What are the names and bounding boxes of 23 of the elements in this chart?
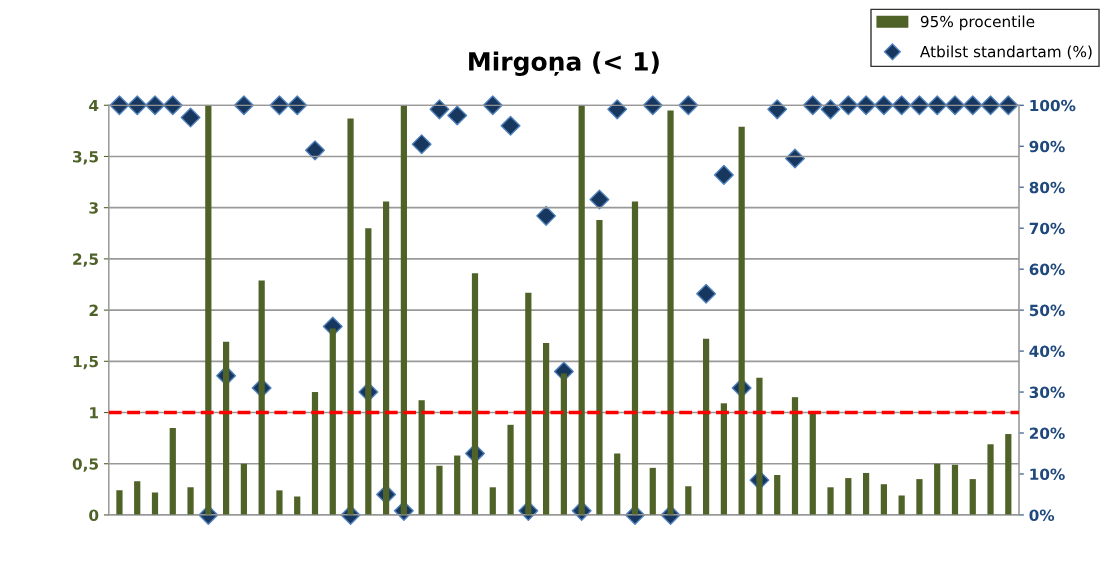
legend-label: Atbilst standartam (%) [920,45,1092,60]
y2-tick-label: 80% [1029,181,1065,194]
y2-tick-label: 10% [1030,468,1065,480]
y-tick-label: 0 [89,509,99,521]
y2-tick-label: 70% [1029,222,1065,235]
legend-label: 95% procentile [920,15,1035,31]
y-tick-label: 4 [89,99,99,112]
y2-tick-label: 90% [1029,140,1065,153]
y-tick-label: 3 [89,202,98,214]
y2-tick-label: 60% [1029,263,1065,276]
y-tick-label: 3,5 [73,150,98,165]
y-tick-label: 2,5 [73,253,98,267]
y-tick-label: 2 [89,304,98,316]
y2-tick-label: 100% [1030,99,1076,112]
y-tick-label: 0,5 [72,458,98,472]
y2-tick-label: 0% [1029,509,1055,521]
y2-tick-label: 40% [1029,345,1065,358]
y2-tick-label: 50% [1029,304,1065,317]
y2-tick-label: 20% [1029,427,1065,440]
chart-title: Mirgoņa (< 1) [469,51,659,76]
y-tick-label: 1 [90,407,99,419]
y2-tick-label: 30% [1029,386,1065,399]
y-tick-label: 1,5 [73,355,98,370]
